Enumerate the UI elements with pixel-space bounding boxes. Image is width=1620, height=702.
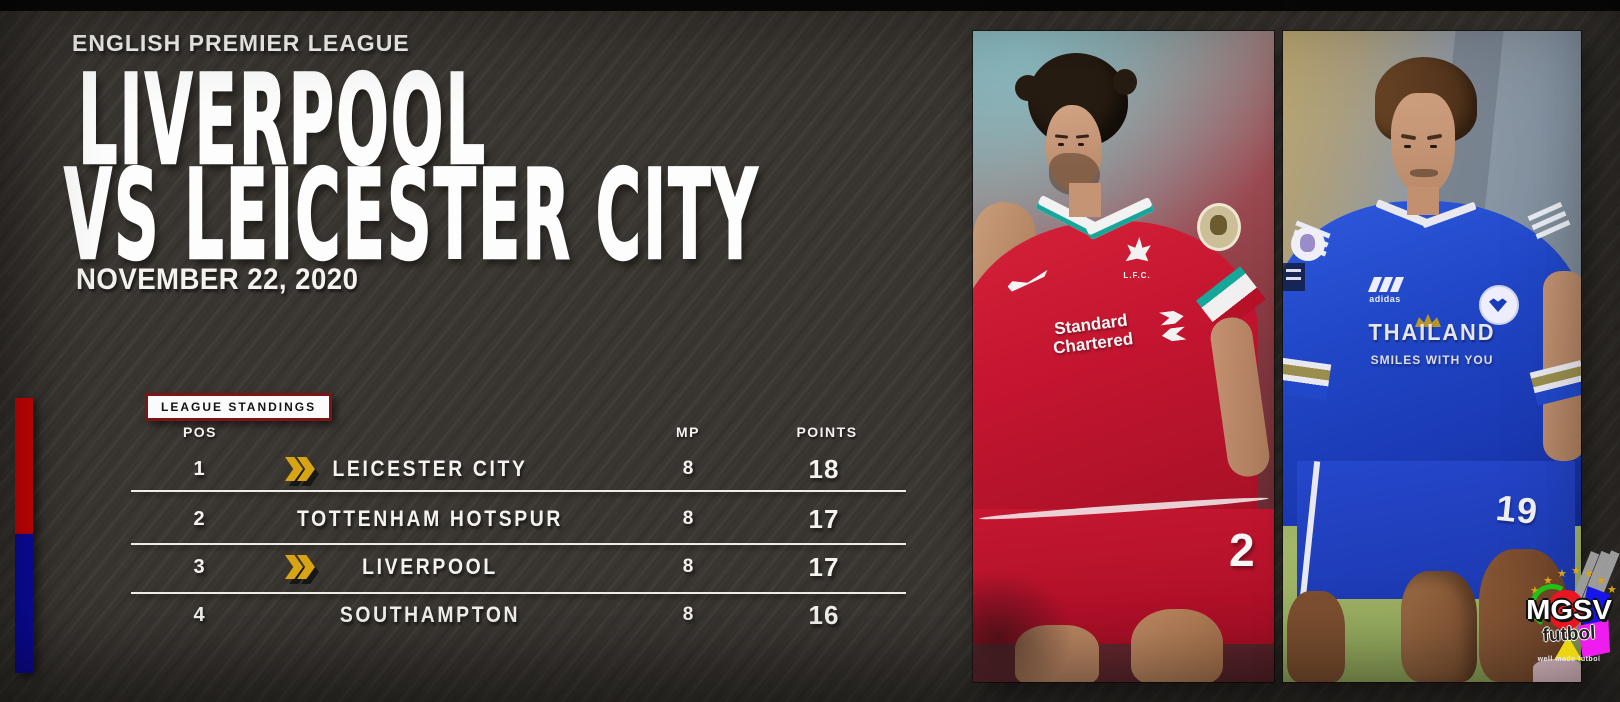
shadow-overlay: [973, 571, 1073, 682]
row-points: 17: [808, 552, 840, 582]
star-icon: ★: [1584, 568, 1594, 580]
liverpool-crest: L.F.C.: [1118, 235, 1156, 287]
table-row: 3 LIVERPOOL 8 17: [130, 545, 910, 589]
shorts-number: 2: [1229, 524, 1255, 576]
row-position: 3: [193, 556, 205, 578]
jersey-sponsor-text: SMILES WITH YOU: [1370, 353, 1494, 367]
star-icon: ★: [1596, 575, 1606, 587]
player-face: [1391, 93, 1455, 195]
row-team-name: LEICESTER CITY: [332, 456, 528, 481]
player-eye: [1430, 145, 1437, 148]
player-eye: [1404, 145, 1411, 148]
double-chevron-icon: [285, 457, 317, 481]
row-team-name: SOUTHAMPTON: [339, 602, 521, 627]
player-photo-leicester: adidas THAILAND SMILES WITH YOU 19: [1283, 31, 1581, 682]
sponsor-mark-shape: [1159, 310, 1184, 326]
player-leg: [1401, 571, 1477, 682]
chevron-shape: [285, 555, 303, 579]
match-date: NOVEMBER 22, 2020: [76, 263, 359, 296]
mgsv-futbol-logo: ★ ★ ★ ★ ★ ★ ★ MGSV futbol well made futb…: [1518, 548, 1620, 670]
chevron-shape: [285, 457, 303, 481]
player-neck: [1407, 187, 1439, 215]
logo-title: MGSV: [1526, 594, 1612, 625]
liverbird-icon: [1125, 236, 1151, 262]
standings-section-label: LEAGUE STANDINGS: [145, 393, 333, 421]
premier-league-sleeve-patch: [1197, 203, 1241, 251]
jersey-sponsor-text: THAILAND: [1368, 319, 1496, 345]
table-row: 4 SOUTHAMPTON 8 16: [130, 593, 910, 637]
leicester-crest: [1479, 285, 1519, 325]
double-chevron-icon: [285, 555, 317, 579]
premier-league-sleeve-patch: [1291, 227, 1325, 261]
player-mustache: [1410, 169, 1438, 177]
player-eye: [1058, 143, 1064, 146]
player-hair: [1015, 75, 1041, 101]
top-black-bar: [0, 0, 1620, 11]
accent-bar-blue: [15, 534, 33, 673]
chevron-shape: [297, 457, 315, 481]
row-matches-played: 8: [682, 556, 694, 577]
brand-label: adidas: [1369, 294, 1401, 304]
row-position: 4: [193, 604, 205, 626]
row-points: 18: [808, 454, 840, 484]
sponsor-mark-icon: [1159, 310, 1187, 347]
table-row: 1 LEICESTER CITY 8 18: [130, 447, 910, 491]
player-boot: [1533, 659, 1581, 682]
column-header-points: POINTS: [796, 424, 858, 440]
row-matches-played: 8: [682, 458, 694, 479]
player-leg: [1287, 591, 1345, 682]
logo-magenta-shape: [1578, 620, 1610, 658]
row-position: 1: [193, 458, 205, 480]
column-header-mp: MP: [676, 424, 700, 440]
player-hair: [1113, 69, 1137, 95]
sleeve-cuff: [1283, 357, 1332, 401]
logo-red-circle: [1548, 590, 1584, 630]
crest-label: L.F.C.: [1123, 271, 1151, 280]
player-photo-liverpool: L.F.C. Standard Chartered 2: [973, 31, 1274, 682]
column-header-pos: POS: [182, 424, 218, 440]
row-matches-played: 8: [682, 508, 694, 529]
row-divider: [131, 592, 906, 594]
star-icon: ★: [1530, 585, 1540, 597]
logo-tagline: well made futbol: [1537, 656, 1601, 663]
row-team-name: LIVERPOOL: [362, 554, 498, 579]
row-points: 17: [808, 504, 840, 534]
star-icon: ★: [1543, 575, 1553, 587]
title-line-1: LIVERPOOL: [77, 49, 488, 193]
player-neck: [1069, 183, 1101, 217]
row-divider: [131, 490, 906, 492]
title-line-2: VS LEICESTER CITY: [63, 144, 760, 288]
sponsor-mark-shape: [1161, 327, 1186, 343]
row-team-name: TOTTENHAM HOTSPUR: [296, 506, 564, 531]
star-icon: ★: [1571, 565, 1581, 577]
accent-bar-red: [15, 398, 33, 534]
row-points: 16: [808, 600, 840, 630]
table-row: 2 TOTTENHAM HOTSPUR 8 17: [130, 497, 910, 541]
row-divider: [131, 543, 906, 545]
row-position: 2: [193, 508, 205, 530]
star-icon: ★: [1557, 568, 1567, 580]
chevron-shape: [297, 555, 315, 579]
player-leg: [1131, 609, 1223, 682]
shorts-number: 19: [1494, 486, 1541, 533]
player-eye: [1078, 143, 1084, 146]
star-icon: ★: [1607, 584, 1617, 596]
sleeve-badge: [1283, 263, 1305, 291]
league-label: ENGLISH PREMIER LEAGUE: [72, 30, 410, 56]
row-matches-played: 8: [682, 604, 694, 625]
